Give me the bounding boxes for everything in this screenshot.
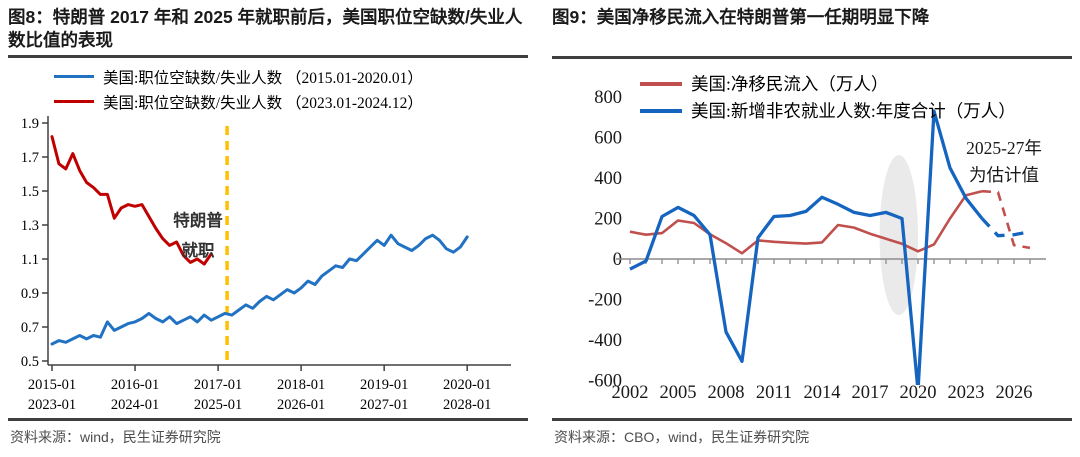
series-line-2023-2024	[50, 135, 213, 266]
figure8-title-rule	[8, 55, 528, 59]
y-tick-label: 0.7	[21, 320, 39, 336]
figure9-bottom-rule	[552, 418, 1072, 421]
immigration-line-estimate-dashed	[981, 189, 1031, 250]
y-tick-label: 800	[594, 88, 622, 108]
x-tick-label-blue: 2019-01	[360, 377, 408, 393]
y-tick-label: 0	[613, 250, 622, 270]
immigration-line-solid	[629, 189, 983, 255]
y-tick-label: 400	[594, 169, 622, 189]
y-tick-label: 1.3	[21, 218, 39, 234]
figure8-bottom-rule	[8, 418, 528, 421]
y-tick-label: -400	[588, 331, 622, 351]
figure8-panel: 图8：特朗普 2017 年和 2025 年就职前后，美国职位空缺数/失业人数比值…	[8, 6, 533, 451]
x-tick-label-blue: 2018-01	[277, 377, 325, 393]
inauguration-label: 就职	[182, 240, 216, 260]
legend-item-red: 美国:职位空缺数/失业人数 （2023.01-2024.12）	[54, 89, 423, 114]
y-tick-label: -600	[588, 372, 622, 392]
x-tick-label: 2008	[708, 383, 745, 403]
figure8-title: 图8：特朗普 2017 年和 2025 年就职前后，美国职位空缺数/失业人数比值…	[8, 7, 523, 51]
trump-first-term-highlight-ellipse	[879, 155, 918, 316]
figure8-legend: 美国:职位空缺数/失业人数 （2015.01-2020.01） 美国:职位空缺数…	[54, 64, 423, 114]
x-tick-label-red: 2028-01	[443, 397, 491, 413]
x-tick-label-red: 2027-01	[360, 397, 408, 413]
estimate-annotation: 2025-27年	[966, 138, 1042, 158]
payrolls-line-estimate-dashed	[980, 217, 1031, 238]
blue-line-swatch	[54, 74, 94, 79]
figure8-source: 资料来源：wind，民生证券研究院	[10, 429, 221, 445]
estimate-annotation: 为估计值	[969, 165, 1039, 185]
x-tick-label-blue: 2017-01	[194, 377, 242, 393]
x-tick-label: 2017	[852, 383, 889, 403]
inauguration-label: 特朗普	[173, 210, 223, 230]
x-tick-label: 2011	[756, 383, 792, 403]
y-tick-label: 600	[594, 129, 622, 149]
x-tick-label: 2002	[612, 383, 649, 403]
y-tick-label: 1.9	[21, 116, 39, 132]
payrolls-line-solid	[629, 109, 984, 385]
figure9-legend: 美国:净移民流入（万人） 美国:新增非农就业人数:年度合计（万人）	[640, 70, 1016, 124]
figure9-title-rule	[552, 56, 1072, 60]
y-tick-label: 1.7	[21, 150, 39, 166]
x-tick-label-blue: 2020-01	[443, 377, 491, 393]
figure8-chart: 1.9 1.7 1.5 1.3 1.1 0.9 0.7 0.5 2015-01 2023-01 20…	[21, 116, 511, 413]
legend-label-immigration: 美国:净移民流入（万人）	[691, 74, 889, 94]
x-tick-label-blue: 2015-01	[28, 377, 76, 393]
x-tick-label: 2020	[900, 383, 937, 403]
y-tick-label: 1.5	[21, 184, 39, 200]
red-line-swatch	[54, 99, 94, 104]
legend-label-payrolls: 美国:新增非农就业人数:年度合计（万人）	[691, 101, 1016, 121]
figure9-title: 图9：美国净移民流入在特朗普第一任期明显下降	[552, 7, 930, 27]
series-line-2015-2020	[50, 233, 469, 346]
figure9-source: 资料来源：CBO，wind，民生证券研究院	[554, 429, 810, 445]
y-tick-label: 0.5	[21, 354, 39, 370]
legend-item-blue: 美国:职位空缺数/失业人数 （2015.01-2020.01）	[54, 64, 423, 89]
x-tick-label: 2023	[948, 383, 985, 403]
red-line-swatch	[640, 81, 682, 86]
y-tick-label: 0.9	[21, 286, 39, 302]
y-tick-label: 200	[594, 210, 622, 230]
x-tick-label-red: 2023-01	[28, 397, 76, 413]
y-tick-label: 1.1	[21, 252, 39, 268]
x-tick-label: 2026	[996, 383, 1033, 403]
figure9-panel: 图9：美国净移民流入在特朗普第一任期明显下降 800 600 400 200 0 -200…	[552, 6, 1077, 451]
x-tick-label-blue: 2016-01	[111, 377, 159, 393]
x-tick-label: 2005	[660, 383, 697, 403]
legend-item-payrolls: 美国:新增非农就业人数:年度合计（万人）	[640, 97, 1016, 124]
x-tick-label: 2014	[804, 383, 841, 403]
x-tick-label-red: 2025-01	[194, 397, 242, 413]
legend-label-red: 美国:职位空缺数/失业人数 （2023.01-2024.12）	[103, 94, 423, 112]
y-tick-label: -200	[588, 291, 622, 311]
x-tick-label-red: 2026-01	[277, 397, 325, 413]
blue-line-swatch	[640, 108, 682, 113]
legend-item-immigration: 美国:净移民流入（万人）	[640, 70, 1016, 97]
legend-label-blue: 美国:职位空缺数/失业人数 （2015.01-2020.01）	[103, 69, 423, 87]
x-tick-label-red: 2024-01	[111, 397, 159, 413]
